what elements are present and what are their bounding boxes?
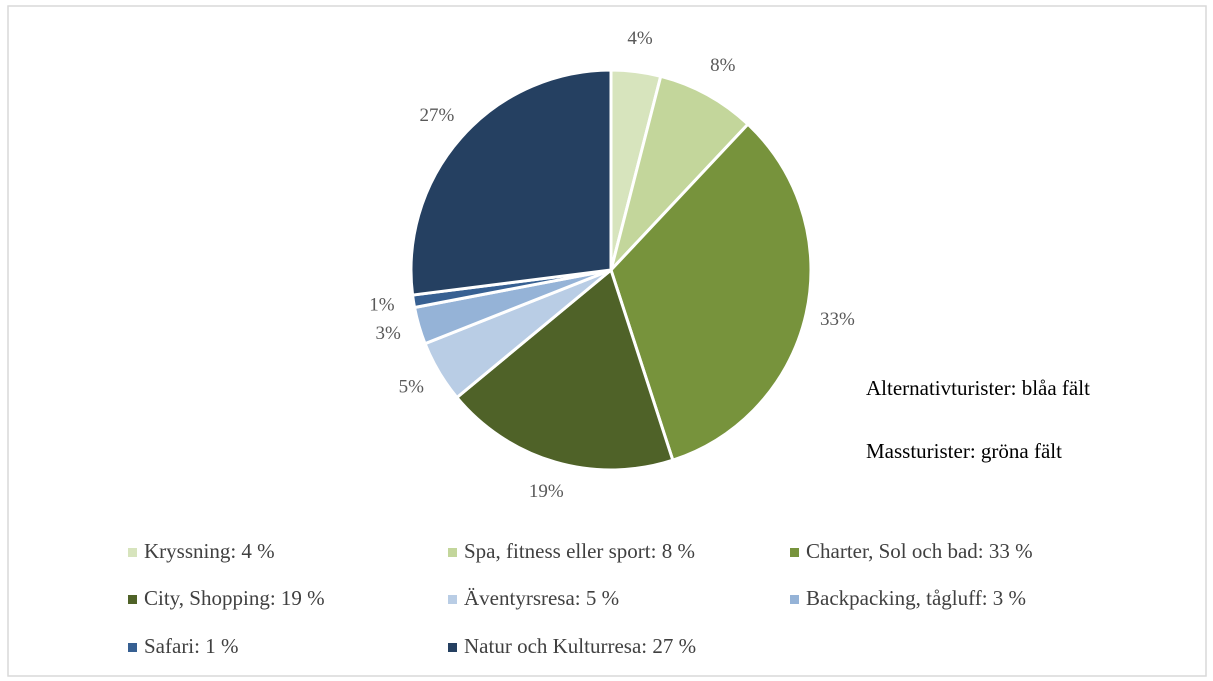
legend-label: Backpacking, tågluff: 3 % (806, 586, 1026, 610)
legend-swatch (128, 643, 137, 652)
pie-slice (609, 122, 813, 463)
pie-slice (454, 267, 675, 472)
data-label: 1% (369, 295, 395, 316)
data-label: 27% (420, 105, 455, 126)
data-label: 8% (710, 55, 736, 76)
pie-slice (409, 68, 613, 297)
legend-label: Kryssning: 4 % (144, 539, 275, 563)
data-label: 4% (627, 28, 653, 49)
annotation: Alternativturister: blåa fält (866, 376, 1090, 400)
legend-swatch (790, 595, 799, 604)
data-label: 5% (399, 376, 425, 397)
legend-swatch (448, 548, 457, 557)
legend-label: Spa, fitness eller sport: 8 % (464, 539, 695, 563)
annotation: Massturister: gröna fält (866, 439, 1062, 463)
data-label: 33% (820, 309, 855, 330)
legend-swatch (790, 548, 799, 557)
legend-swatch (448, 595, 457, 604)
legend-swatch (448, 643, 457, 652)
legend-label: Charter, Sol och bad: 33 % (806, 539, 1033, 563)
data-label: 19% (529, 481, 564, 502)
data-label: 3% (376, 323, 402, 344)
legend-label: Safari: 1 % (144, 634, 238, 658)
legend-label: Natur och Kulturresa: 27 % (464, 634, 696, 658)
legend-swatch (128, 595, 137, 604)
pie-slice (609, 74, 751, 272)
legend-label: Äventyrsresa: 5 % (464, 586, 619, 610)
legend-swatch (128, 548, 137, 557)
legend-label: City, Shopping: 19 % (144, 586, 325, 610)
